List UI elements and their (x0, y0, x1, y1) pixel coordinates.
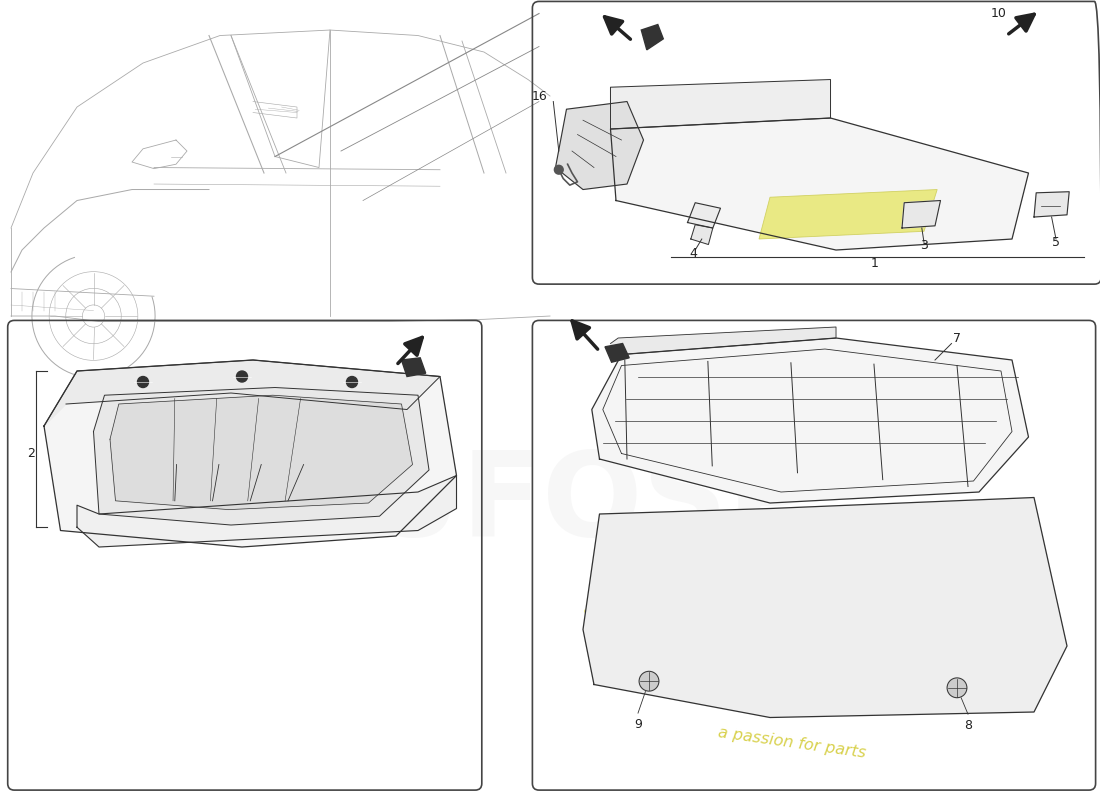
Polygon shape (691, 225, 713, 245)
Polygon shape (402, 358, 426, 377)
Text: a passion for parts: a passion for parts (717, 725, 867, 761)
Polygon shape (641, 25, 663, 50)
Circle shape (346, 377, 358, 387)
Polygon shape (605, 343, 629, 362)
Polygon shape (44, 360, 456, 547)
Circle shape (947, 678, 967, 698)
Polygon shape (110, 395, 412, 510)
Text: 3: 3 (920, 239, 928, 252)
Polygon shape (592, 338, 1028, 503)
Polygon shape (556, 102, 644, 190)
Text: a passion for parts: a passion for parts (582, 599, 738, 649)
Polygon shape (1034, 192, 1069, 217)
Text: 7: 7 (953, 331, 961, 345)
Polygon shape (583, 498, 1067, 718)
Circle shape (236, 371, 248, 382)
Polygon shape (94, 387, 429, 525)
Polygon shape (610, 79, 830, 129)
Text: EUFOSP: EUFOSP (286, 446, 814, 562)
Text: 4: 4 (689, 247, 697, 260)
Polygon shape (902, 201, 940, 228)
Polygon shape (610, 327, 836, 354)
Circle shape (554, 166, 563, 174)
Polygon shape (759, 190, 937, 239)
Text: 10: 10 (991, 7, 1006, 20)
Polygon shape (77, 475, 456, 547)
Text: 5: 5 (1052, 236, 1060, 249)
Circle shape (639, 671, 659, 691)
Text: 2: 2 (26, 447, 35, 460)
Polygon shape (610, 118, 1028, 250)
Text: 9: 9 (634, 718, 642, 730)
Text: 16: 16 (532, 90, 548, 102)
Circle shape (138, 377, 148, 387)
Polygon shape (44, 360, 440, 426)
Text: 8: 8 (964, 718, 972, 732)
Text: 1: 1 (870, 257, 879, 270)
Polygon shape (688, 202, 720, 228)
